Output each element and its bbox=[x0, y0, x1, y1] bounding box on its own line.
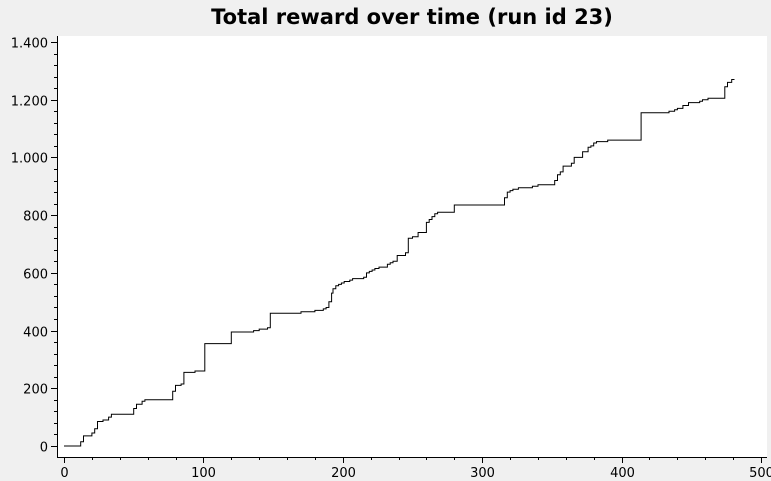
y-tick-label: 0 bbox=[40, 441, 48, 456]
series-group bbox=[64, 79, 735, 447]
x-tick-label: 300 bbox=[470, 466, 495, 481]
y-tick-label: 400 bbox=[23, 326, 48, 341]
y-tick-label: 1.200 bbox=[11, 95, 48, 110]
x-tick-label: 100 bbox=[191, 466, 216, 481]
y-tick-label: 1.400 bbox=[11, 37, 48, 52]
y-tick-label: 200 bbox=[23, 383, 48, 398]
x-tick-label: 400 bbox=[610, 466, 635, 481]
plot-area bbox=[57, 36, 767, 457]
series-line bbox=[64, 79, 735, 447]
x-tick-label: 500 bbox=[749, 466, 771, 481]
x-axis: 0 100 200 300 400 500 bbox=[60, 457, 771, 481]
chart-title: Total reward over time (run id 23) bbox=[211, 5, 613, 29]
x-tick-label: 0 bbox=[60, 466, 68, 481]
y-tick-label: 1.000 bbox=[11, 152, 48, 167]
y-tick-label: 800 bbox=[23, 210, 48, 225]
y-tick-label: 600 bbox=[23, 268, 48, 283]
x-tick-label: 200 bbox=[331, 466, 356, 481]
y-axis: 0 200 400 600 800 1.000 1.200 1.400 bbox=[11, 37, 57, 456]
